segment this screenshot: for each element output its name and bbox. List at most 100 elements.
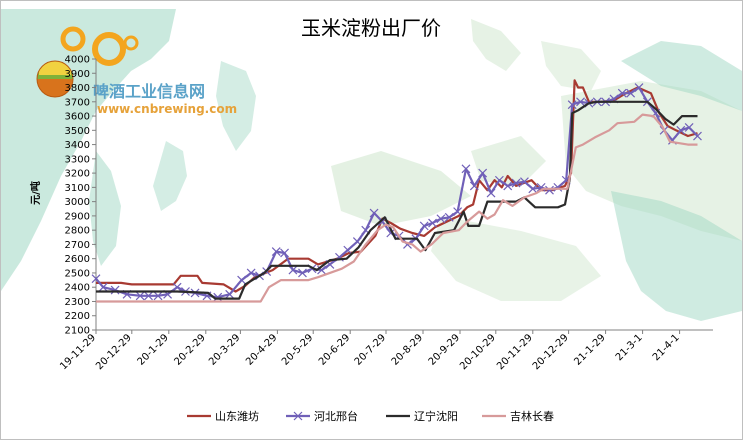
- background-map: [1, 9, 742, 321]
- y-tick-label: 3700: [65, 97, 90, 108]
- data-point-marker: [246, 268, 256, 278]
- data-point-marker: [288, 265, 298, 275]
- x-tick-label: 20-6-29: [317, 332, 352, 367]
- data-point-marker: [617, 88, 627, 98]
- legend-marker-icon: [293, 411, 303, 421]
- data-point-marker: [225, 289, 235, 299]
- logo-ring-icon: [92, 32, 126, 66]
- legend-item: 河北邢台: [286, 409, 358, 423]
- y-tick-label: 3600: [65, 112, 90, 123]
- data-point-marker: [444, 212, 454, 222]
- data-point-marker: [693, 131, 702, 141]
- y-tick-label: 3800: [65, 83, 90, 94]
- x-tick-label: 20-3-29: [207, 332, 242, 367]
- legend-item: 吉林长春: [482, 409, 554, 423]
- data-point-marker: [469, 181, 479, 191]
- data-point-marker: [536, 182, 546, 192]
- legend-label: 河北邢台: [314, 409, 358, 423]
- data-point-marker: [634, 83, 644, 92]
- data-point-marker: [528, 184, 538, 194]
- x-tick-label: 21-4-1: [651, 332, 682, 363]
- data-point-marker: [461, 164, 471, 174]
- y-tick-label: 4000: [65, 55, 90, 66]
- data-point-marker: [576, 97, 585, 107]
- data-point-marker: [343, 245, 353, 255]
- axes: [95, 59, 713, 331]
- legend-label: 辽宁沈阳: [414, 409, 458, 423]
- y-tick-label: 3100: [65, 183, 90, 194]
- data-point-marker: [153, 291, 163, 301]
- y-tick-label: 3900: [65, 69, 90, 80]
- data-point-marker: [436, 214, 446, 224]
- x-tick-label: 20-10-29: [458, 332, 498, 372]
- y-tick-label: 3200: [65, 169, 90, 180]
- x-tick-label: 20-12-29: [94, 332, 134, 372]
- y-tick-label: 3300: [65, 154, 90, 165]
- legend-item: 山东潍坊: [187, 409, 259, 423]
- y-tick-label: 3400: [65, 140, 90, 151]
- data-point-marker: [98, 282, 108, 292]
- data-point-marker: [684, 123, 694, 132]
- y-tick-label: 2300: [65, 297, 90, 308]
- y-tick-label: 2500: [65, 268, 90, 279]
- x-tick-label: 20-12-29: [531, 332, 571, 372]
- data-point-marker: [110, 285, 120, 295]
- x-tick-label: 20-8-29: [390, 332, 425, 367]
- series-layer: [91, 79, 702, 303]
- x-tick-label: 20-7-29: [353, 332, 388, 367]
- data-point-marker: [486, 188, 496, 198]
- data-point-marker: [453, 207, 463, 217]
- data-point-marker: [280, 248, 289, 258]
- y-tick-label: 2100: [65, 326, 90, 337]
- data-point-marker: [369, 208, 379, 218]
- watermark-name: 啤酒工业信息网: [93, 82, 205, 101]
- x-tick-label: 20-11-29: [495, 332, 535, 372]
- watermark-url: www.cnbrewing.com: [97, 102, 237, 116]
- y-tick-label: 2400: [65, 283, 90, 294]
- data-point-marker: [135, 291, 145, 301]
- data-point-marker: [213, 292, 223, 302]
- y-tick-label: 2800: [65, 226, 90, 237]
- data-point-marker: [567, 100, 577, 110]
- x-tick-label: 20-2-29: [173, 332, 208, 367]
- data-point-marker: [545, 185, 554, 195]
- logo-ring-icon: [123, 35, 139, 51]
- legend-label: 山东潍坊: [215, 409, 259, 423]
- data-point-marker: [172, 282, 182, 292]
- y-axis-label: 元/吨: [29, 181, 42, 205]
- data-point-marker: [511, 178, 521, 188]
- x-tick-label: 20-4-29: [244, 332, 279, 367]
- data-point-marker: [271, 247, 281, 256]
- legend-item: 辽宁沈阳: [386, 409, 458, 423]
- data-point-marker: [626, 88, 636, 98]
- data-point-marker: [91, 274, 101, 284]
- y-tick-label: 2700: [65, 240, 90, 251]
- series-line: [96, 113, 698, 303]
- chart-title: 玉米淀粉出厂价: [301, 16, 441, 40]
- x-tick-label: 20-5-29: [280, 332, 315, 367]
- y-tick-label: 2600: [65, 254, 90, 265]
- y-tick-label: 2200: [65, 311, 90, 322]
- data-point-marker: [676, 125, 686, 135]
- data-point-marker: [428, 218, 437, 228]
- legend-label: 吉林长春: [510, 409, 554, 423]
- x-tick-label: 20-1-29: [136, 332, 171, 367]
- series-4: [96, 113, 698, 303]
- x-tick-label: 21-3-1: [614, 332, 645, 363]
- data-point-marker: [419, 221, 429, 231]
- y-tick-label: 2900: [65, 211, 90, 222]
- y-ticks: 2100 2200 2300 2400 2500 2600 2700 2800 2900 3000…: [65, 55, 96, 337]
- logo-ring-icon: [60, 26, 86, 52]
- data-point-marker: [494, 175, 504, 185]
- watermark: 啤酒工业信息网 www.cnbrewing.com: [36, 26, 237, 116]
- data-point-marker: [520, 177, 529, 187]
- x-tick-label: 19-11-29: [58, 332, 98, 372]
- y-tick-label: 3500: [65, 126, 90, 137]
- x-tick-label: 21-1-29: [572, 332, 607, 367]
- data-point-marker: [144, 291, 153, 301]
- legend: 山东潍坊 河北邢台 辽宁沈阳 吉林长春: [187, 409, 554, 423]
- data-point-marker: [503, 181, 513, 191]
